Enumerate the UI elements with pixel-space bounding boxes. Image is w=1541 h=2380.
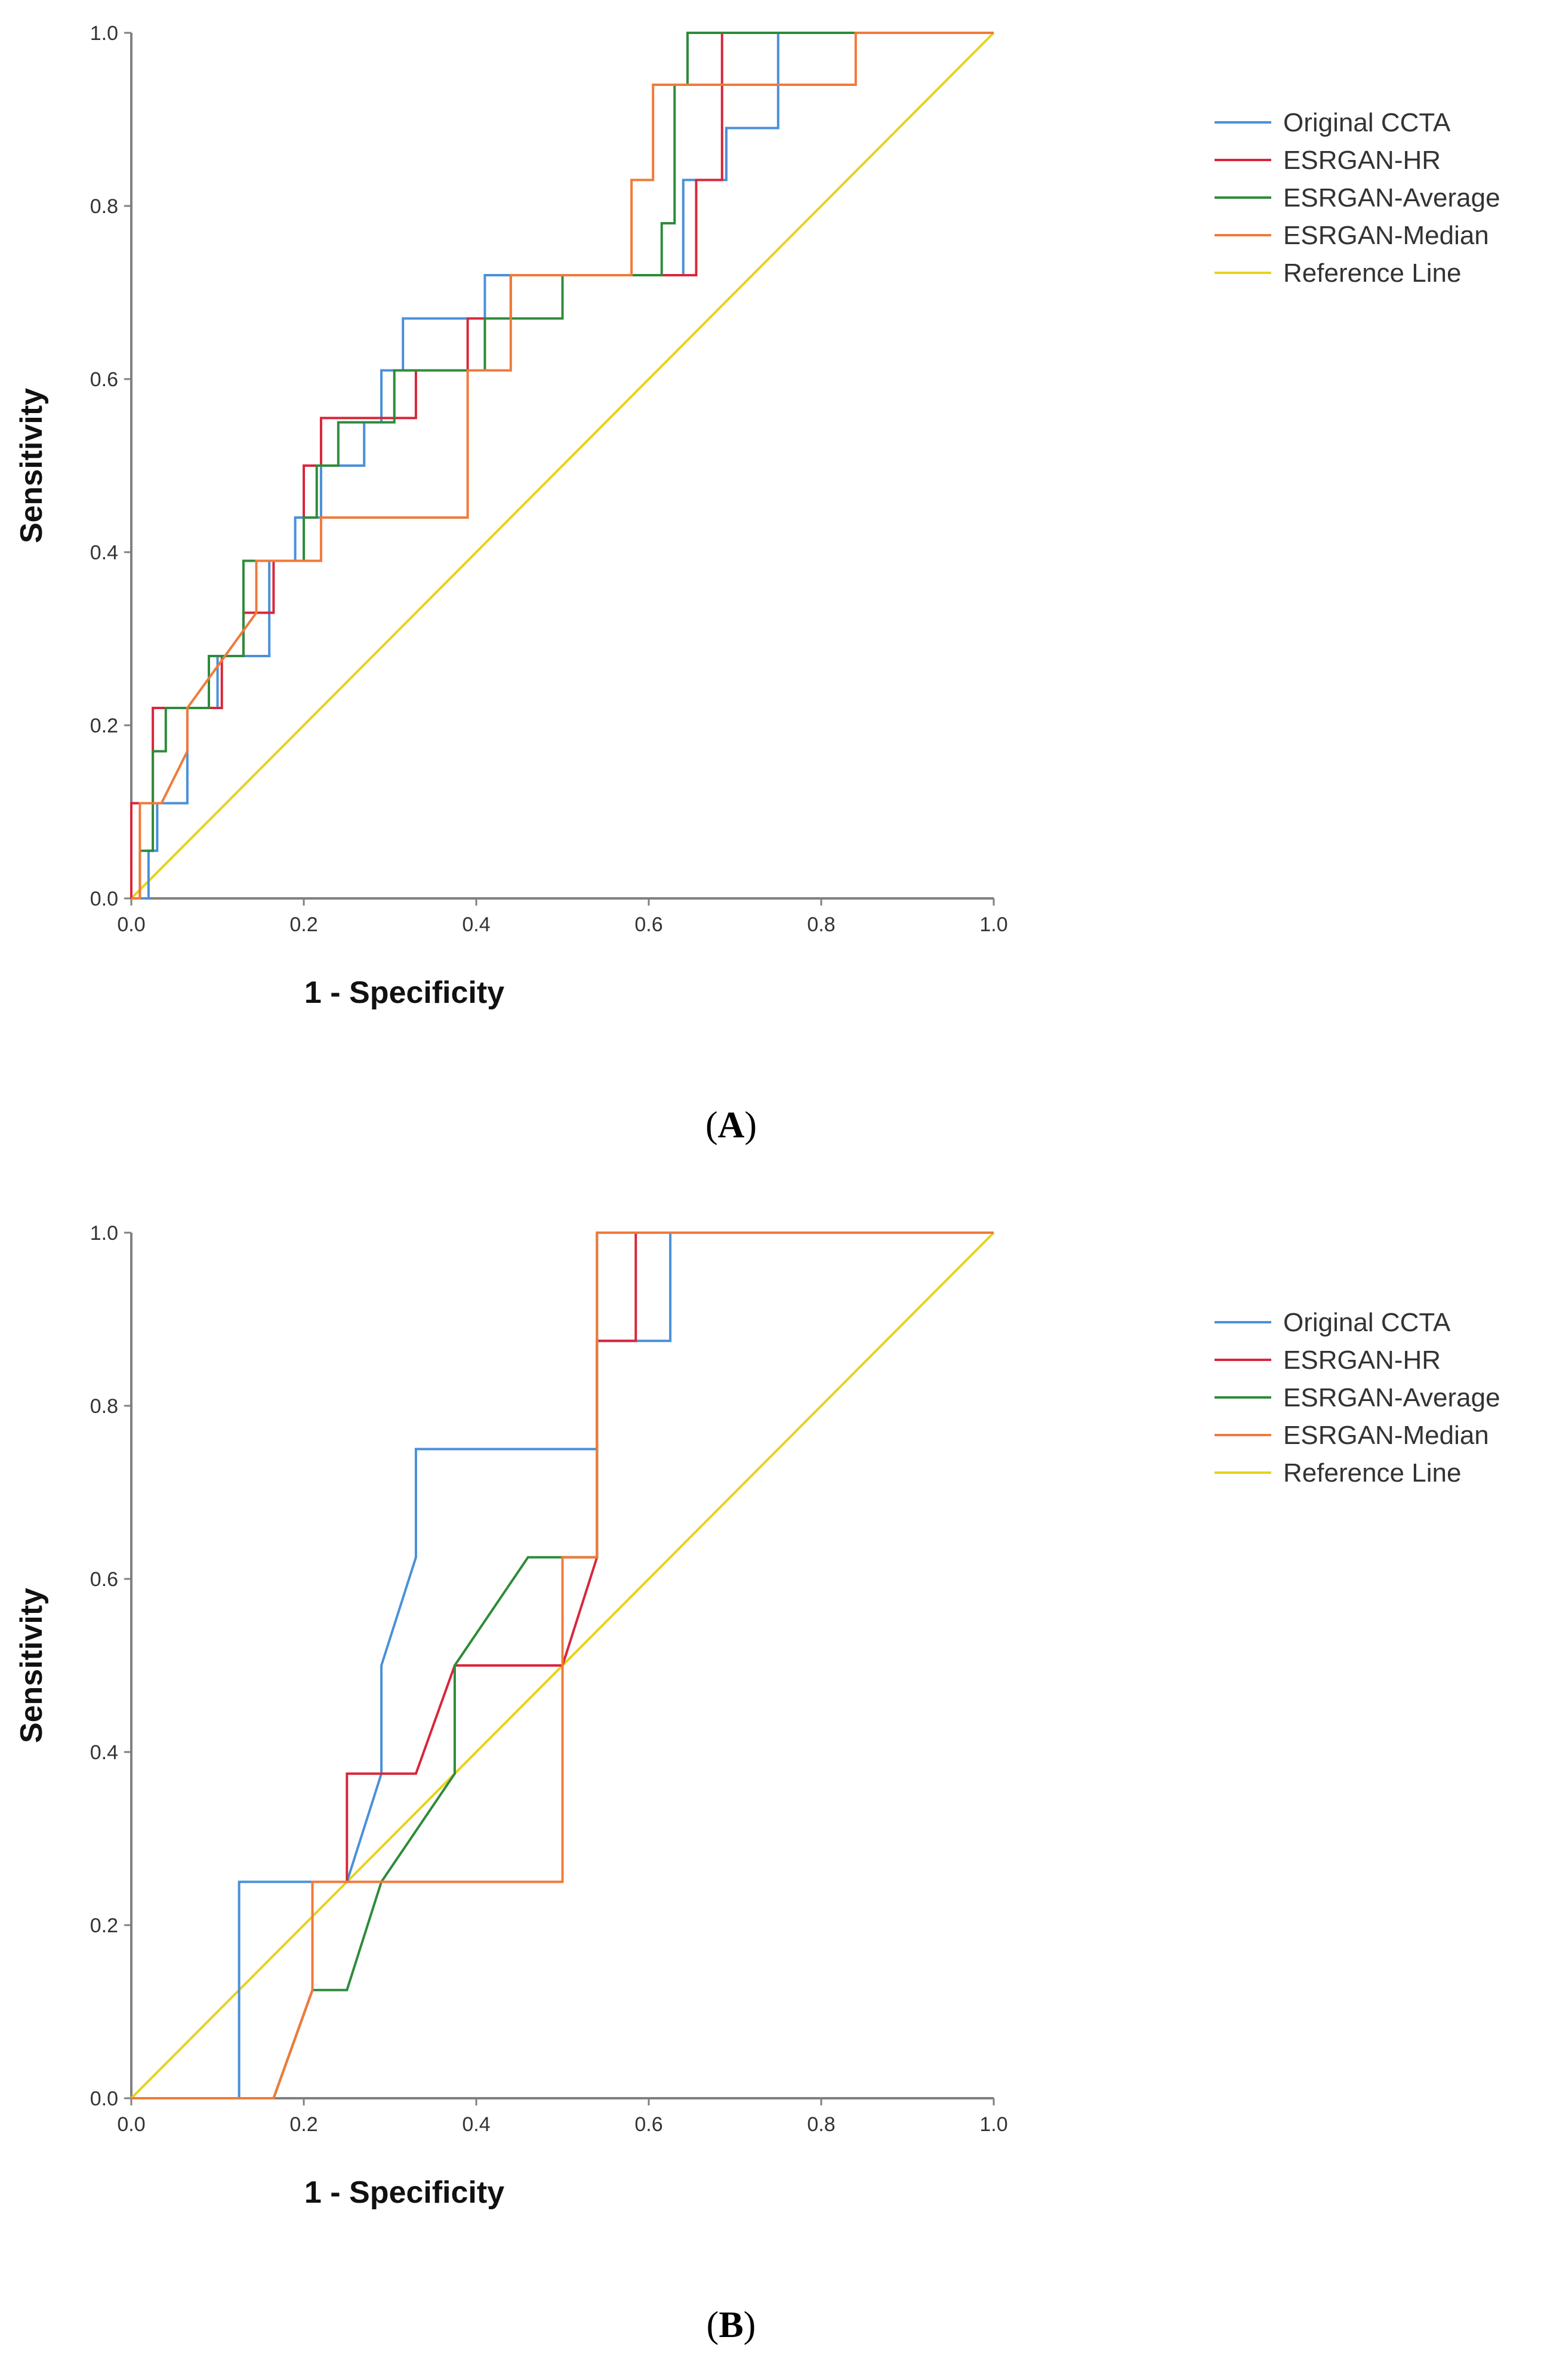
series-line-original-ccta [131, 1231, 994, 2099]
y-tick-label: 0.8 [90, 1395, 118, 1418]
y-tick-label: 0.6 [90, 368, 118, 391]
x-tick-label: 1.0 [979, 2113, 1007, 2136]
x-axis-title: 1 - Specificity [304, 2175, 504, 2210]
y-tick-label: 0.6 [90, 1568, 118, 1591]
x-tick-label: 0.6 [634, 913, 662, 936]
y-tick-label: 1.0 [90, 22, 118, 45]
y-tick-label: 0.8 [90, 195, 118, 218]
legend-label: ESRGAN-Average [1283, 1383, 1500, 1412]
x-tick-label: 0.0 [117, 2113, 145, 2136]
y-tick-label: 0.4 [90, 1741, 118, 1764]
legend-label: Reference Line [1283, 1458, 1461, 1488]
legend-label: ESRGAN-HR [1283, 146, 1441, 175]
legend: Original CCTA ESRGAN-HR ESRGAN-Average ESRG… [1215, 1308, 1500, 1488]
x-tick-label: 0.0 [117, 913, 145, 936]
x-tick-label: 0.6 [634, 2113, 662, 2136]
x-tick-label: 0.4 [462, 2113, 490, 2136]
y-axis-title: Sensitivity [14, 388, 49, 543]
series-line-esrgan-hr [130, 32, 994, 898]
x-tick-label: 0.8 [807, 913, 835, 936]
series-line-esrgan-average [131, 32, 994, 900]
y-tick-label: 0.0 [90, 2087, 118, 2110]
roc-panel-b: 0.0 0.2 0.4 0.6 0.8 1.0 0.0 0.2 0.4 0.6 0.8 1.0 1 - … [14, 1222, 1500, 2345]
series-line-esrgan-median [131, 1231, 994, 2099]
panel-label: (B) [707, 2305, 756, 2345]
legend-label: ESRGAN-Median [1283, 1421, 1489, 1450]
legend-label: Original CCTA [1283, 1308, 1451, 1337]
x-tick-label: 0.2 [289, 913, 318, 936]
legend-label: Original CCTA [1283, 108, 1451, 137]
legend-label: ESRGAN-Median [1283, 221, 1489, 250]
roc-panel-a: 0.0 0.2 0.4 0.6 0.8 1.0 0.0 0.2 0.4 0.6 0.8 1.0 1 - … [14, 22, 1500, 1146]
y-tick-label: 0.2 [90, 715, 118, 737]
y-axis-title: Sensitivity [14, 1588, 49, 1743]
y-tick-label: 0.4 [90, 541, 118, 564]
y-tick-label: 0.0 [90, 888, 118, 910]
x-tick-label: 1.0 [979, 913, 1007, 936]
panel-label: (A) [705, 1105, 757, 1146]
y-tick-label: 1.0 [90, 1222, 118, 1245]
series-line-esrgan-median [131, 32, 994, 900]
x-tick-label: 0.4 [462, 913, 490, 936]
legend-label: Reference Line [1283, 258, 1461, 288]
legend-label: ESRGAN-Average [1283, 183, 1500, 213]
y-tick-label: 0.2 [90, 1914, 118, 1937]
legend-label: ESRGAN-HR [1283, 1346, 1441, 1375]
series-line-reference-line [130, 32, 995, 900]
x-tick-label: 0.8 [807, 2113, 835, 2136]
x-tick-label: 0.2 [289, 2113, 318, 2136]
legend: Original CCTA ESRGAN-HR ESRGAN-Average ESRG… [1215, 108, 1500, 288]
x-axis-title: 1 - Specificity [304, 975, 504, 1010]
